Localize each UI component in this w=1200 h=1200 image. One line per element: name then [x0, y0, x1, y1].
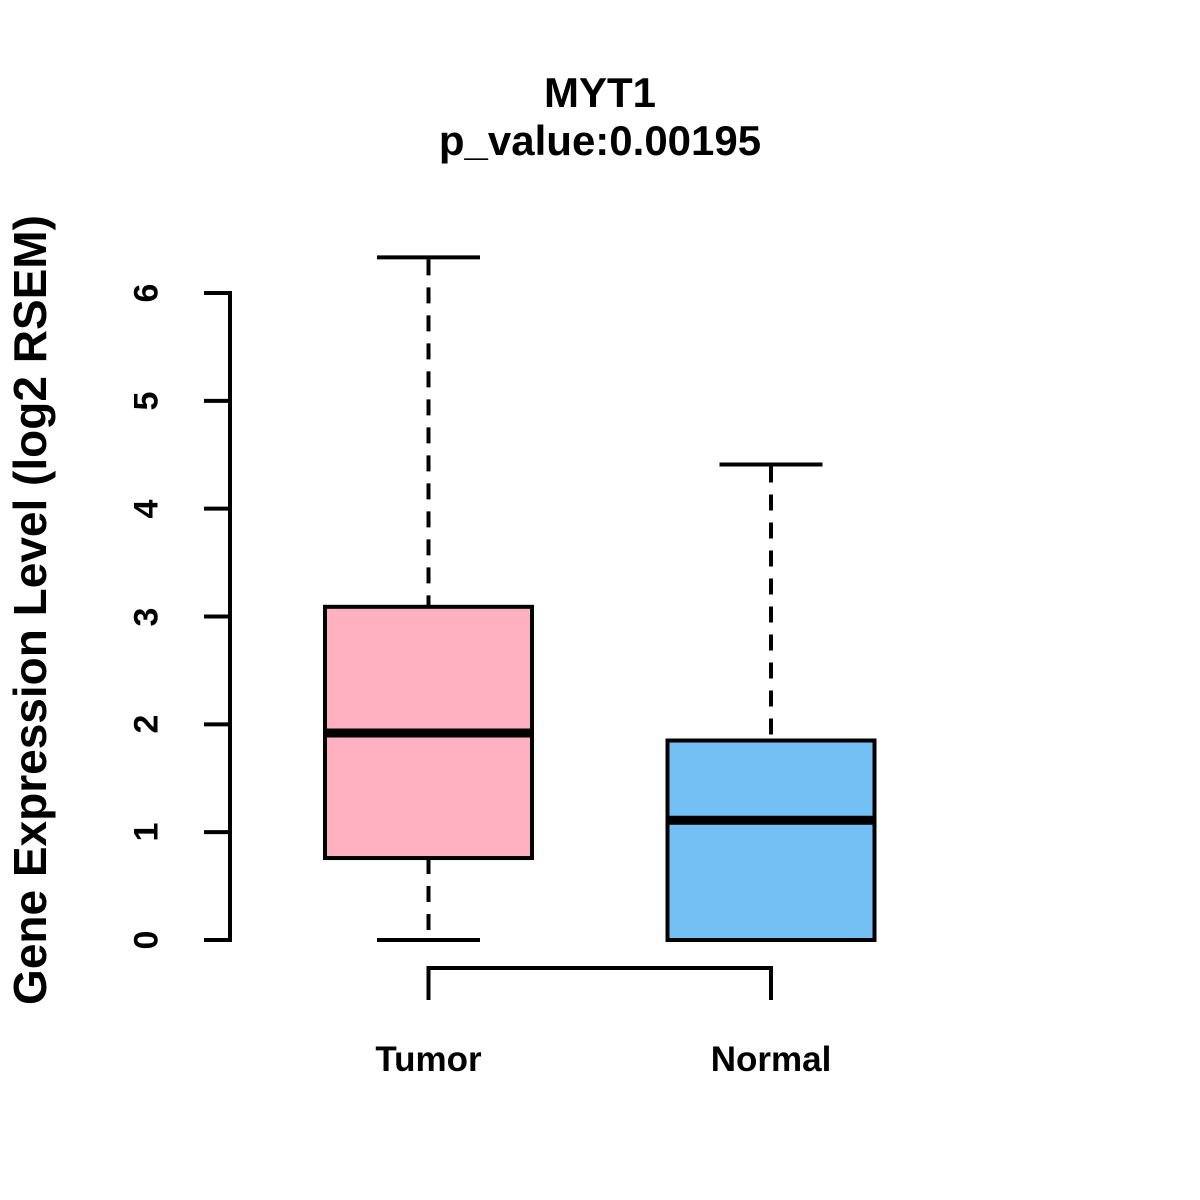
y-tick-label-6: 6: [127, 283, 166, 303]
chart-subtitle: p_value:0.00195: [438, 117, 762, 164]
y-tick-label-3: 3: [127, 607, 166, 626]
y-tick-label-4: 4: [127, 499, 166, 519]
x-category-label-normal: Normal: [710, 1040, 832, 1079]
x-category-label-tumor: Tumor: [375, 1040, 482, 1079]
y-tick-label-5: 5: [127, 391, 166, 411]
normal-box: [665, 738, 877, 943]
y-tick-label-0: 0: [127, 930, 166, 950]
chart-title: MYT1: [543, 69, 656, 116]
y-tick-label-1: 1: [127, 822, 166, 842]
y-tick-label-2: 2: [127, 714, 166, 734]
